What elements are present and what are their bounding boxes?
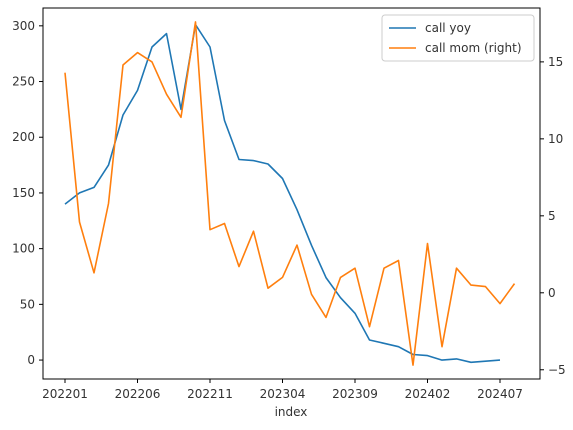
- series-line-call-yoy: [64, 23, 501, 364]
- y-left-tick-label: 150: [12, 186, 35, 200]
- series-line-call-mom-right: [64, 21, 516, 366]
- plot-area: [42, 7, 541, 380]
- y-right-tick-label: 10: [548, 132, 563, 146]
- x-tick-label: 202402: [405, 387, 451, 401]
- y-right-tick-label: 5: [548, 209, 556, 223]
- y-left-tick-label: 300: [12, 19, 35, 33]
- legend: call yoy call mom (right): [381, 14, 535, 62]
- legend-label-call-yoy: call yoy: [425, 21, 471, 35]
- y-right-tick-label: −5: [548, 363, 566, 377]
- y-left-tick-label: 100: [12, 242, 35, 256]
- y-right-tick-label: 15: [548, 55, 563, 69]
- x-axis-title: index: [275, 405, 308, 419]
- y-left-tick-label: 50: [20, 297, 35, 311]
- x-tick-label: 202211: [187, 387, 233, 401]
- x-tick-label: 202309: [332, 387, 378, 401]
- y-left-tick-label: 200: [12, 130, 35, 144]
- series-lines: [64, 21, 516, 366]
- x-tick-label: 202201: [42, 387, 88, 401]
- y-left-tick-label: 250: [12, 75, 35, 89]
- y-axis-right: −5 0 5 10 15: [540, 55, 566, 377]
- x-axis: 202201 202206 202211 202304 202309 202402 2024…: [42, 379, 523, 401]
- legend-box: [381, 14, 535, 62]
- y-right-tick-label: 0: [548, 286, 556, 300]
- x-tick-label: 202206: [115, 387, 161, 401]
- y-axis-left: 0 50 100 150 200 250 300: [12, 19, 43, 367]
- y-left-tick-label: 0: [27, 353, 35, 367]
- legend-label-call-mom: call mom (right): [425, 41, 522, 55]
- x-tick-label: 202407: [477, 387, 523, 401]
- x-tick-label: 202304: [260, 387, 306, 401]
